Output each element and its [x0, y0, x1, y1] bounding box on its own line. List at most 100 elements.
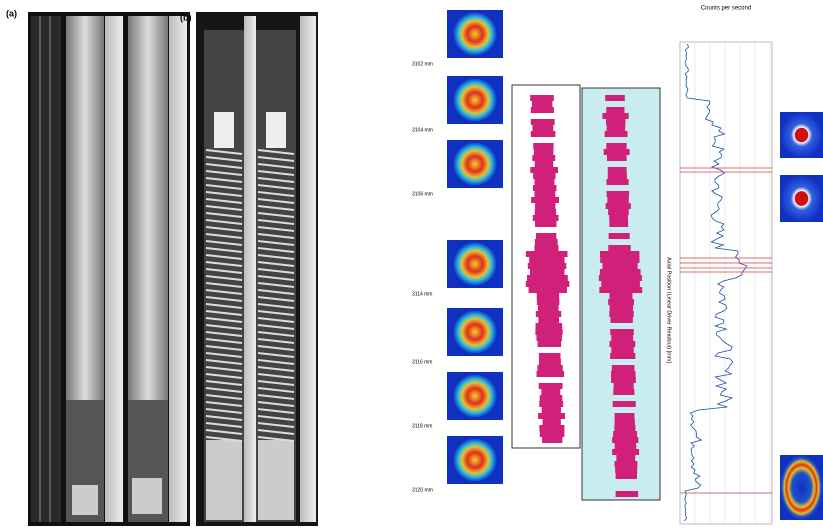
tomogram-band [537, 299, 560, 305]
tomogram-band [610, 329, 634, 335]
tomogram-band [534, 245, 558, 251]
tomogram-band [535, 209, 556, 215]
tomogram-band [531, 119, 555, 125]
tomogram-band [529, 287, 567, 293]
tomogram-band [536, 233, 556, 239]
tomogram-band [609, 311, 633, 317]
slice-image [453, 438, 497, 482]
thumbnail [780, 175, 823, 222]
tomogram-band [606, 179, 628, 185]
tomogram-band [532, 101, 552, 107]
plot-title: Counts per second [701, 6, 751, 12]
tomogram-band [535, 329, 562, 335]
slice-label: 3102 mm [412, 61, 433, 67]
tomogram-band [542, 407, 561, 413]
tomogram-band [533, 185, 557, 191]
panel-label: (a) [6, 8, 17, 18]
tomogram-band [616, 473, 637, 479]
panel-a: (a) [6, 8, 190, 526]
spring-plug [214, 112, 234, 148]
tomogram-band [607, 191, 630, 197]
tomogram-band [539, 425, 564, 431]
tomogram-band [539, 383, 563, 389]
tomogram-band [535, 221, 557, 227]
slice-label: 3114 mm [412, 291, 432, 297]
tomogram-band [527, 275, 568, 281]
tomogram-band [538, 317, 559, 323]
tomogram-band [610, 317, 632, 323]
tomogram-band [528, 263, 567, 269]
tomogram-band [532, 125, 553, 131]
tomogram-band [534, 191, 555, 197]
tomogram-band [607, 197, 628, 203]
overview-strip [31, 16, 61, 522]
rod-cap [132, 478, 162, 514]
slice-image [453, 142, 497, 186]
tomogram-band [613, 431, 637, 437]
tomogram-band [612, 365, 635, 371]
tomogram-band [606, 119, 625, 125]
tomogram-band [611, 377, 636, 383]
tomogram-band [531, 131, 556, 137]
tomogram-band [539, 359, 561, 365]
y-axis-label: Axial Position (Linear Driver Readout) [… [666, 257, 672, 363]
figure: (a) (b) 3102 mm3104 mm3106 mm3114 mm3116… [0, 0, 823, 528]
tomogram-band [537, 293, 559, 299]
tomogram-band [533, 215, 559, 221]
ruler [300, 16, 316, 522]
slice-image [453, 242, 497, 286]
tomogram-band [536, 323, 563, 329]
tomogram-band [526, 251, 568, 257]
tomogram-band [536, 311, 561, 317]
tomogram-band [609, 293, 632, 299]
tomogram-band [615, 413, 635, 419]
tomogram-band [538, 341, 562, 347]
counts-plot: Counts per second Axial Position (Linear… [666, 6, 772, 524]
rod-cap [72, 485, 98, 515]
tomogram-band [529, 257, 564, 263]
spring-plug [266, 112, 286, 148]
tomogram-band [616, 491, 639, 497]
tomogram-band [538, 413, 565, 419]
tomogram-band [608, 173, 627, 179]
panel-b: (b) [180, 12, 318, 526]
tomogram-band [613, 389, 634, 395]
tomogram-band [602, 263, 637, 269]
tomogram-band [526, 281, 570, 287]
tomogram-band [614, 383, 634, 389]
tomogram-band [606, 143, 626, 149]
slice-image [453, 310, 497, 354]
tomogram-band [610, 353, 635, 359]
tomogram-band [602, 113, 628, 119]
tomogram-band [609, 215, 628, 221]
tomogram-band [541, 389, 560, 395]
tomogram-band [539, 353, 561, 359]
tomogram-band [535, 239, 558, 245]
rod-end [206, 440, 242, 520]
tomogram-band [531, 197, 559, 203]
tomogram-band [609, 221, 628, 227]
tomogram-band [605, 95, 625, 101]
tomogram-band [611, 371, 636, 377]
tomogram-band [608, 209, 629, 215]
tomogram-band [613, 401, 636, 407]
tomogram-band [607, 155, 627, 161]
panel-label: (b) [180, 12, 192, 22]
tomogram-band [600, 269, 641, 275]
tomogram-band [538, 305, 559, 311]
tomogram-band [540, 431, 565, 437]
tomogram-band [533, 173, 555, 179]
tomogram-band [615, 443, 636, 449]
tomogram-band [530, 269, 564, 275]
tomogram-band [610, 305, 633, 311]
tomogram-band [532, 155, 555, 161]
ruler [244, 16, 256, 522]
ruler [105, 16, 123, 522]
slice-label: 3116 mm [412, 359, 432, 365]
tomogram-band [605, 131, 628, 137]
tomogram-band [604, 149, 630, 155]
tomogram-band [615, 419, 635, 425]
plot-area [680, 42, 772, 524]
tomogram-band [540, 395, 563, 401]
